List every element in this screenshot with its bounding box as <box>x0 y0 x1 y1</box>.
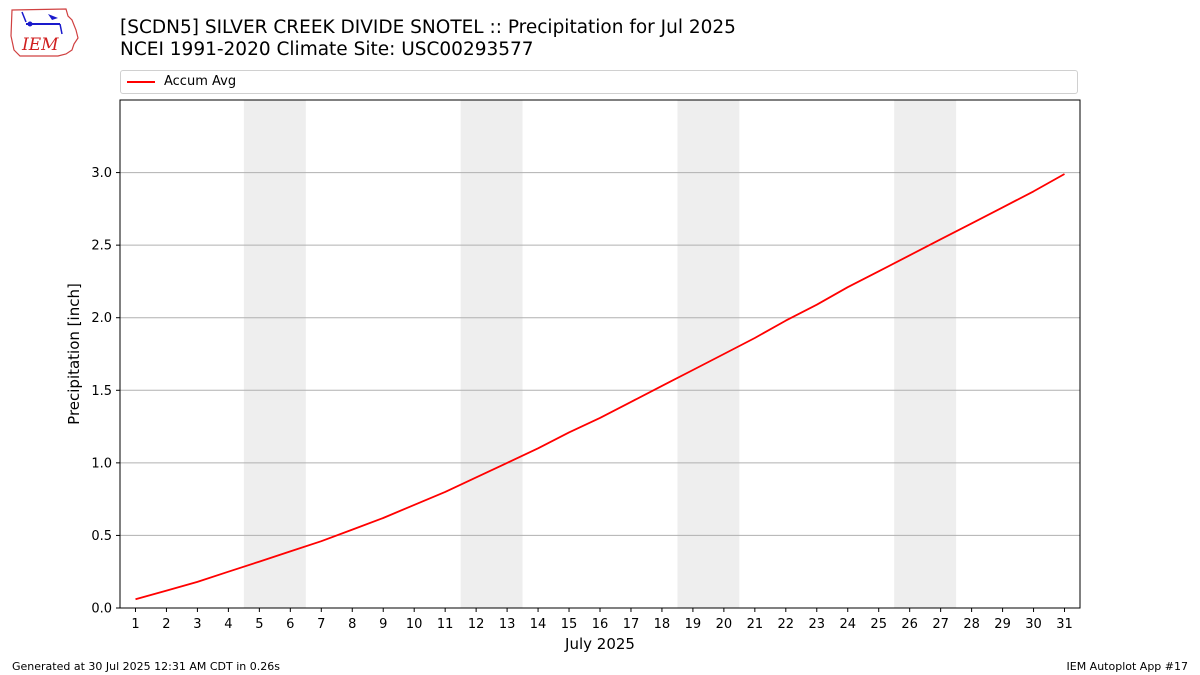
x-tick-label-19: 19 <box>685 617 702 632</box>
x-tick-label-31: 31 <box>1056 617 1073 632</box>
x-tick-label-5: 5 <box>255 617 263 632</box>
x-tick-label-1: 1 <box>131 617 139 632</box>
x-tick-label-14: 14 <box>530 617 547 632</box>
x-tick-label-26: 26 <box>901 617 918 632</box>
y-tick-label-4: 2.0 <box>91 311 112 326</box>
series-line-accum-avg <box>135 173 1065 601</box>
y-tick-label-1: 0.5 <box>91 529 112 544</box>
generated-timestamp: Generated at 30 Jul 2025 12:31 AM CDT in… <box>12 660 280 673</box>
x-tick-label-10: 10 <box>406 617 423 632</box>
x-tick-label-17: 17 <box>623 617 640 632</box>
y-tick-label-6: 3.0 <box>91 166 112 181</box>
chart-title: [SCDN5] SILVER CREEK DIVIDE SNOTEL :: Pr… <box>120 17 736 38</box>
x-tick-label-23: 23 <box>809 617 826 632</box>
x-tick-label-13: 13 <box>499 617 516 632</box>
chart-subtitle: NCEI 1991-2020 Climate Site: USC00293577 <box>120 39 534 60</box>
y-tick-label-5: 2.5 <box>91 239 112 254</box>
x-axis-label: July 2025 <box>564 635 635 653</box>
y-tick-label-3: 1.5 <box>91 384 112 399</box>
x-tick-label-9: 9 <box>379 617 387 632</box>
x-tick-label-7: 7 <box>317 617 325 632</box>
weekend-shade-1 <box>243 100 306 608</box>
y-axis-label: Precipitation [inch] <box>65 283 83 425</box>
x-tick-label-2: 2 <box>162 617 170 632</box>
x-tick-label-15: 15 <box>561 617 578 632</box>
x-tick-label-4: 4 <box>224 617 232 632</box>
x-tick-label-30: 30 <box>1025 617 1042 632</box>
weekend-shade-3 <box>677 100 740 608</box>
x-tick-label-28: 28 <box>963 617 980 632</box>
weekend-shade-2 <box>460 100 523 608</box>
x-tick-label-11: 11 <box>437 617 454 632</box>
legend: Accum Avg <box>120 70 1078 94</box>
legend-swatch-accum-avg <box>127 81 155 83</box>
logo-text: IEM <box>21 35 59 55</box>
y-tick-label-0: 0.0 <box>91 602 112 617</box>
x-tick-label-21: 21 <box>747 617 764 632</box>
x-tick-label-8: 8 <box>348 617 356 632</box>
iem-logo: IEM <box>10 8 79 57</box>
x-tick-label-25: 25 <box>870 617 887 632</box>
x-tick-label-29: 29 <box>994 617 1011 632</box>
x-tick-label-18: 18 <box>654 617 671 632</box>
y-tick-label-2: 1.0 <box>91 456 112 471</box>
x-tick-label-22: 22 <box>778 617 795 632</box>
x-tick-label-16: 16 <box>592 617 609 632</box>
x-tick-label-20: 20 <box>716 617 733 632</box>
legend-label-accum-avg: Accum Avg <box>164 74 237 89</box>
x-tick-label-27: 27 <box>932 617 949 632</box>
x-tick-label-24: 24 <box>839 617 856 632</box>
x-tick-label-3: 3 <box>193 617 201 632</box>
app-label: IEM Autoplot App #17 <box>1066 660 1189 673</box>
x-tick-label-12: 12 <box>468 617 485 632</box>
weekend-shade-4 <box>894 100 957 608</box>
x-tick-label-6: 6 <box>286 617 294 632</box>
